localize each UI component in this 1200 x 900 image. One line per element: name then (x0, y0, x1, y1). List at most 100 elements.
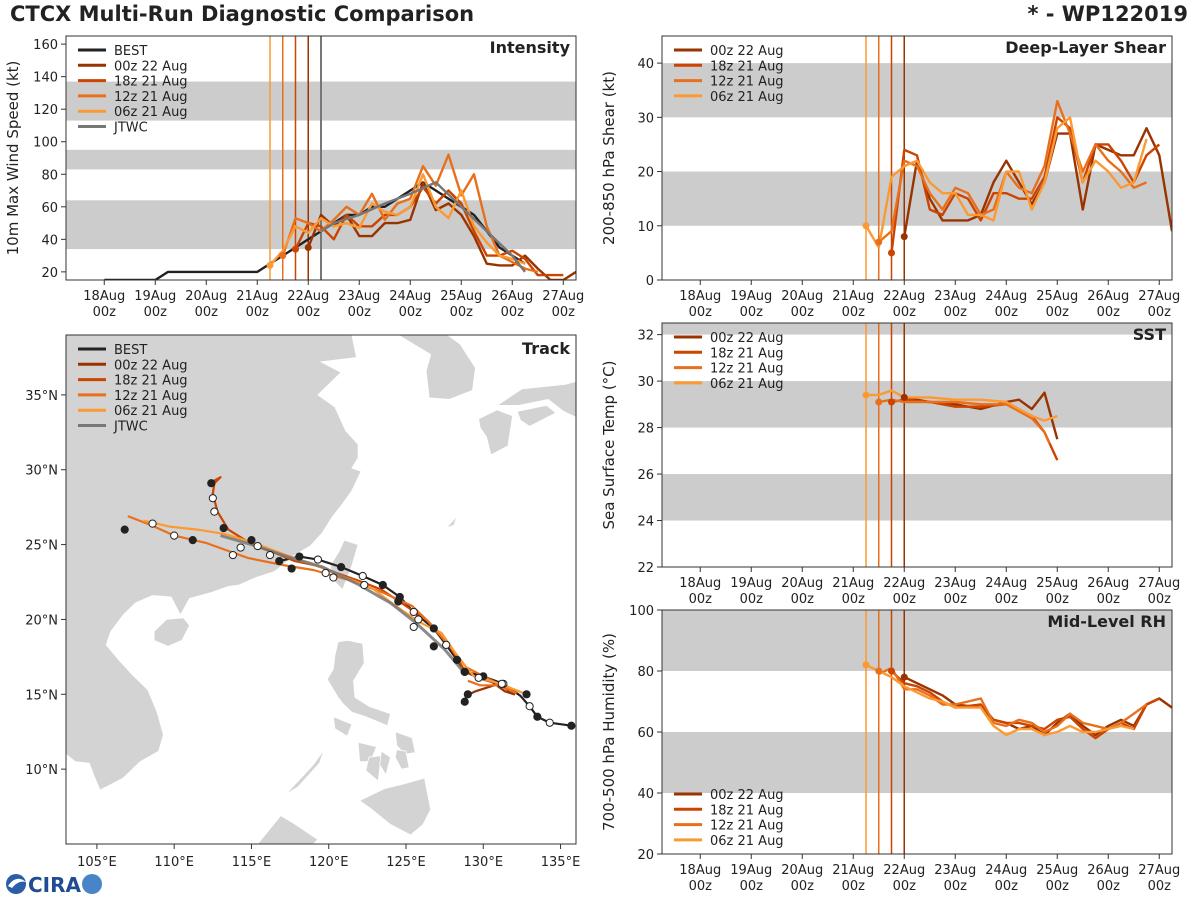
intensity-ytick-label: 60 (41, 201, 58, 216)
shear-xtick-day: 19Aug (730, 289, 772, 304)
track-position-dot (295, 552, 304, 561)
land-mindanao (358, 777, 432, 836)
sst-plot-area (662, 323, 1172, 567)
intensity-xtick-day: 18Aug (83, 289, 125, 304)
rh-xtick-hour: 00z (842, 879, 866, 894)
sst-ytick-label: 26 (637, 468, 654, 483)
rh-legend-label-r06z21: 06z 21 Aug (710, 834, 784, 849)
intensity-init-marker-r00z22 (304, 243, 312, 251)
track-position-dot (497, 679, 506, 688)
track-position-dot (236, 543, 245, 552)
intensity-xtick-hour: 00z (195, 305, 219, 320)
intensity-legend-label-best: BEST (114, 44, 147, 59)
intensity-xtick-day: 22Aug (287, 289, 329, 304)
shear-xtick-hour: 00z (791, 305, 815, 320)
track-position-dot (207, 479, 216, 488)
sst-xtick-hour: 00z (740, 592, 764, 607)
sst-legend-label-r18z21: 18z 21 Aug (710, 346, 784, 361)
rh-xtick-hour: 00z (995, 879, 1019, 894)
sst-frame (661, 322, 1173, 568)
sst-title: SST (1133, 325, 1166, 344)
intensity-xtick-day: 19Aug (134, 289, 176, 304)
intensity-frame (65, 35, 577, 281)
rh-xtick-hour: 00z (689, 879, 713, 894)
shear-legend-label-r18z21: 18z 21 Aug (710, 59, 784, 74)
track-map-area (66, 335, 576, 844)
page-title: CTCX Multi-Run Diagnostic Comparison (10, 2, 475, 26)
logo-swirl-icon (6, 874, 26, 894)
track-position-dot (533, 712, 542, 721)
shear-ytick-label: 0 (646, 274, 654, 289)
intensity-ytick-label: 20 (41, 266, 58, 281)
track-frame (65, 334, 577, 845)
rh-ytick-label: 80 (637, 665, 654, 680)
intensity-init-marker-r18z21 (292, 245, 299, 253)
sst-band-1 (662, 381, 1172, 428)
shear-band-1 (662, 63, 1172, 118)
sst-init-marker-r12z21 (875, 398, 883, 406)
track-lon-label: 120°E (309, 855, 349, 870)
intensity-xtick-hour: 00z (450, 305, 474, 320)
rh-xtick-day: 19Aug (730, 863, 772, 878)
track-lat-label: 25°N (25, 539, 58, 554)
track-legend-label-r00z22: 00z 22 Aug (114, 358, 188, 373)
intensity-ytick-label: 160 (33, 38, 58, 53)
sst-xtick-hour: 00z (791, 592, 815, 607)
sst-init-marker-r06z21 (862, 391, 870, 399)
shear-ytick-label: 20 (637, 166, 654, 181)
intensity-xtick-hour: 00z (246, 305, 270, 320)
intensity-legend-label-r12z21: 12z 21 Aug (114, 90, 188, 105)
rh-xtick-day: 20Aug (781, 863, 823, 878)
land-cebu (379, 750, 391, 777)
track-position-dot (452, 655, 462, 664)
shear-xtick-day: 26Aug (1087, 289, 1129, 304)
track-position-dot (170, 531, 179, 540)
intensity-series-jtwc (320, 181, 526, 273)
track-legend-label-r18z21: 18z 21 Aug (114, 374, 188, 389)
sst-xtick-day: 27Aug (1138, 576, 1180, 591)
sst-xtick-day: 20Aug (781, 576, 823, 591)
sst-ytick-label: 24 (637, 515, 654, 530)
track-position-dot (247, 535, 256, 545)
track-lon-label: 125°E (386, 855, 426, 870)
track-position-dot (463, 690, 472, 699)
shear-xtick-hour: 00z (1148, 305, 1172, 320)
rh-ytick-label: 100 (629, 604, 654, 619)
rh-xtick-day: 18Aug (679, 863, 721, 878)
land-mainland (66, 335, 362, 791)
sst-xtick-day: 22Aug (883, 576, 925, 591)
track-position-dot (442, 640, 451, 649)
sst-xtick-hour: 00z (1097, 592, 1121, 607)
track-lon-label: 130°E (464, 855, 504, 870)
intensity-xtick-day: 27Aug (542, 289, 584, 304)
intensity-legend-label-r06z21: 06z 21 Aug (114, 105, 188, 120)
track-lon-label: 110°E (154, 855, 194, 870)
rh-xtick-hour: 00z (1148, 879, 1172, 894)
intensity-ytick-label: 100 (33, 136, 58, 151)
land-borneo (257, 815, 319, 844)
sst-xtick-day: 18Aug (679, 576, 721, 591)
sst-init-marker-r00z22 (900, 393, 908, 401)
rh-title: Mid-Level RH (1047, 612, 1166, 631)
logo-globe-icon (82, 874, 102, 894)
rh-xtick-hour: 00z (944, 879, 968, 894)
track-lat-label: 30°N (25, 464, 58, 479)
sst-init-marker-r18z21 (888, 398, 895, 406)
sst-series-r06z21 (866, 389, 1058, 422)
rh-plot-area (662, 610, 1172, 854)
shear-xtick-day: 20Aug (781, 289, 823, 304)
sst-xtick-hour: 00z (689, 592, 713, 607)
shear-band-0 (662, 171, 1172, 226)
intensity-xtick-hour: 00z (501, 305, 525, 320)
shear-legend-label-r00z22: 00z 22 Aug (710, 44, 784, 59)
land-okinawa (445, 515, 458, 529)
track-position-dot (313, 555, 323, 564)
sst-ytick-label: 30 (637, 375, 654, 390)
shear-xtick-hour: 00z (893, 305, 917, 320)
track-position-dot (409, 622, 418, 632)
shear-init-marker-r18z21 (888, 249, 895, 257)
sst-ytick-label: 32 (637, 329, 654, 344)
